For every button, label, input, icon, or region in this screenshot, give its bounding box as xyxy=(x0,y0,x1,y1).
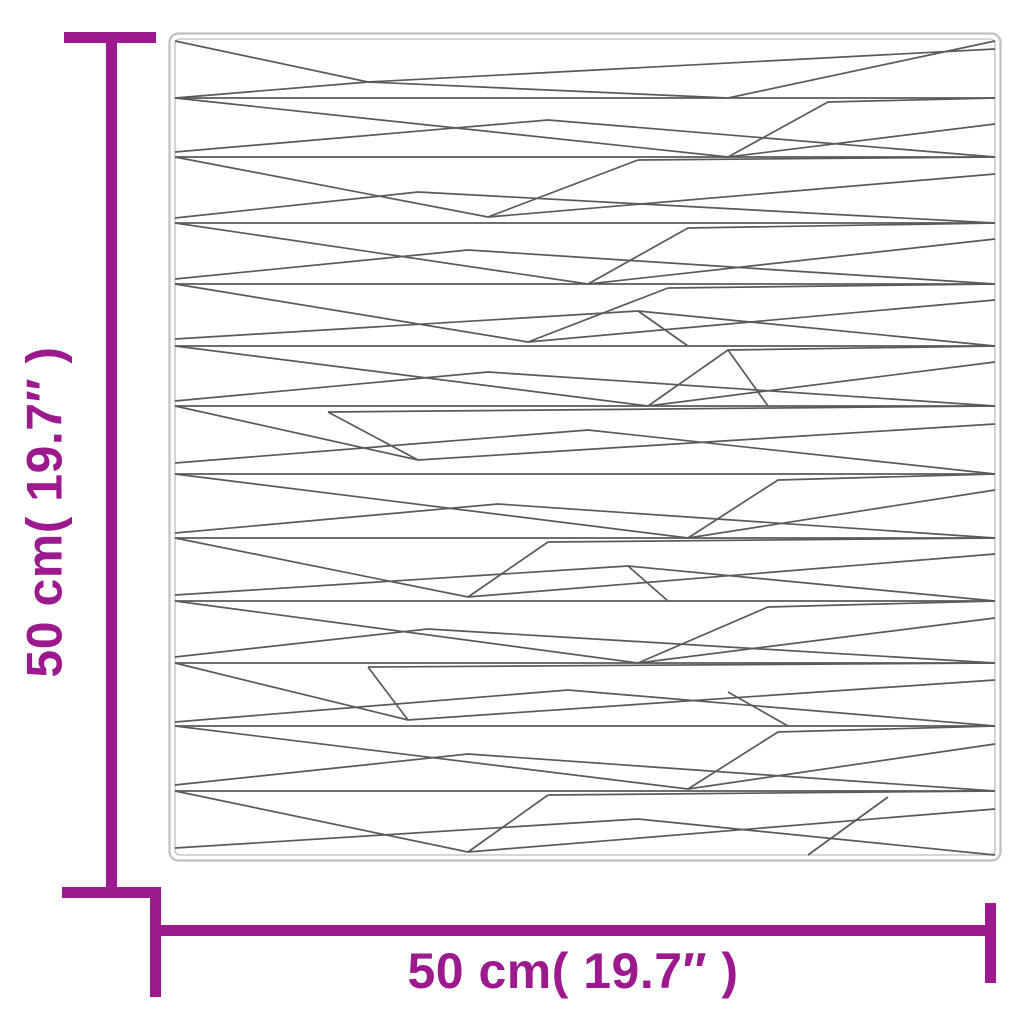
width-dimension-left-cap xyxy=(150,887,161,997)
width-dimension-line xyxy=(150,925,996,936)
height-dimension-label: 50 cm( 19.7″ ) xyxy=(0,0,90,1024)
panel-facet-pattern xyxy=(174,40,996,856)
height-dimension-line xyxy=(106,32,117,894)
height-dimension-label-text: 50 cm( 19.7″ ) xyxy=(17,346,73,678)
wall-panel-illustration xyxy=(168,32,1002,862)
width-dimension-label: 50 cm( 19.7″ ) xyxy=(407,943,739,999)
panel-inner-outline xyxy=(174,38,996,856)
width-dimension-right-cap xyxy=(985,903,996,983)
height-dimension-bottom-cap xyxy=(62,887,156,898)
height-dimension-top-cap xyxy=(64,32,156,43)
product-panel xyxy=(168,32,1002,862)
